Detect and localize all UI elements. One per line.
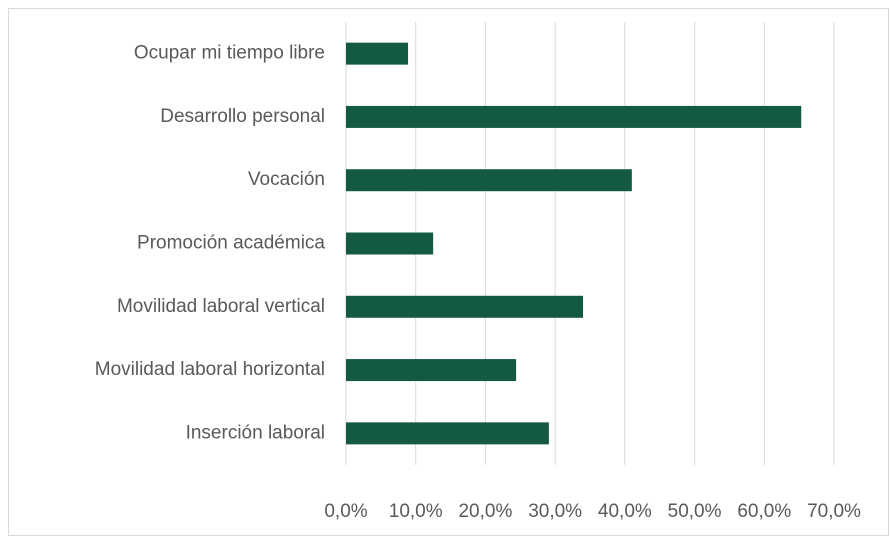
x-tick-label: 10,0% [389, 501, 443, 522]
x-tick-label: 40,0% [598, 501, 652, 522]
bar [346, 232, 434, 255]
x-tick-label: 60,0% [737, 501, 791, 522]
y-tick-label: Promoción académica [137, 233, 325, 254]
x-tick-label: 20,0% [458, 501, 512, 522]
bar [346, 295, 584, 318]
x-tick-label: 70,0% [807, 501, 861, 522]
x-tick-label: 0,0% [324, 501, 367, 522]
x-tick-label: 50,0% [668, 501, 722, 522]
bar [346, 105, 802, 128]
bar [346, 42, 409, 65]
bar [346, 359, 517, 382]
bar [346, 422, 549, 445]
y-tick-label: Ocupar mi tiempo libre [134, 43, 325, 64]
y-tick-label: Movilidad laboral horizontal [95, 359, 325, 380]
y-tick-label: Movilidad laboral vertical [117, 296, 325, 317]
bar [346, 169, 632, 192]
y-tick-label: Vocación [248, 169, 325, 190]
chart-frame [8, 8, 889, 536]
y-tick-label: Desarrollo personal [160, 106, 325, 127]
y-tick-label: Inserción laboral [186, 422, 325, 443]
x-tick-label: 30,0% [528, 501, 582, 522]
